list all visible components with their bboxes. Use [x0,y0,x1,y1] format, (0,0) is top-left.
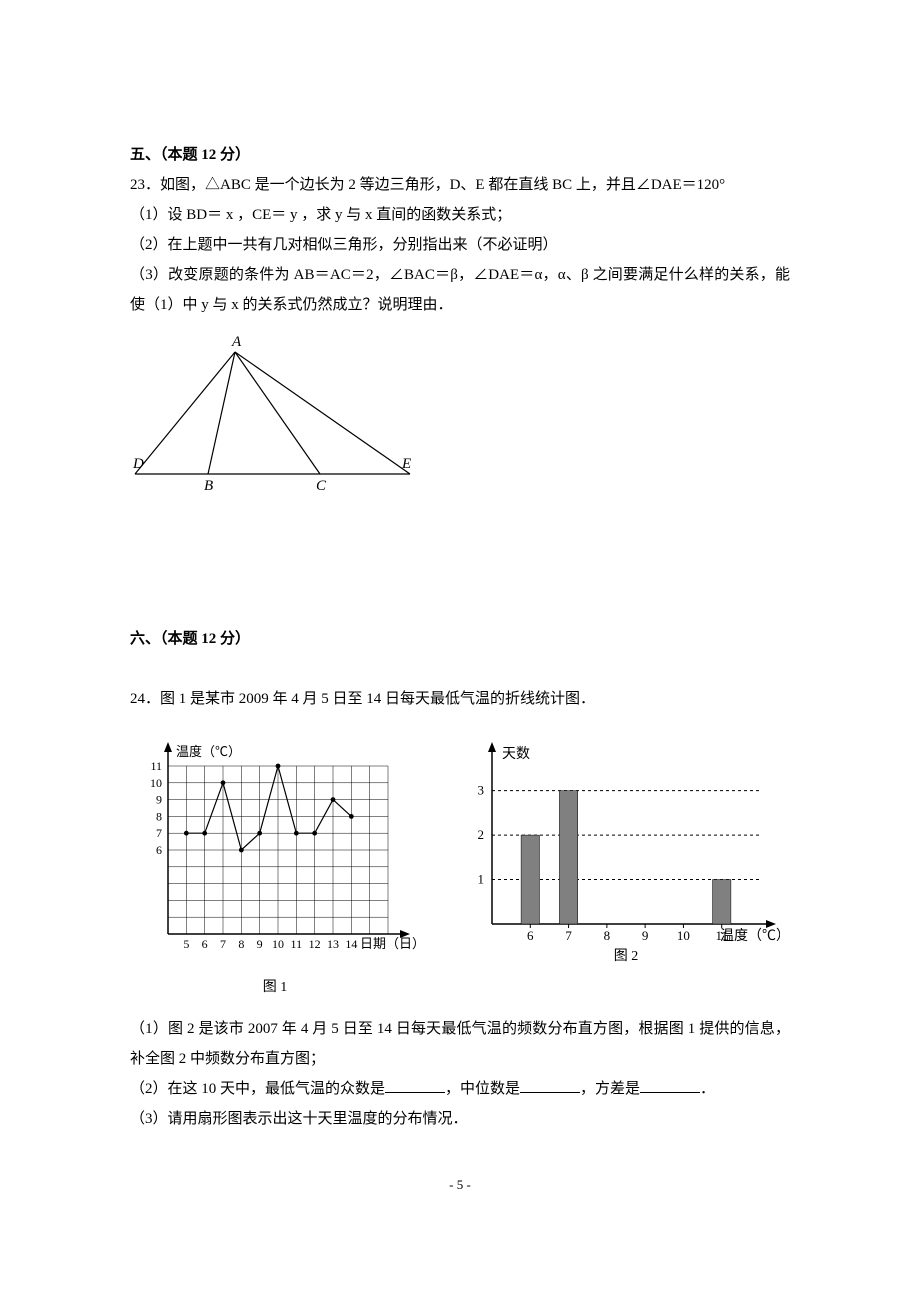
svg-text:7: 7 [565,928,572,943]
svg-text:温度（℃）: 温度（℃） [176,744,241,759]
spacer [130,654,790,684]
q24-p2-b: ，中位数是 [445,1081,520,1097]
svg-text:9: 9 [156,793,162,807]
charts-row: 67891011567891011121314温度（℃）日期（日） 图 1 12… [130,734,790,1002]
svg-text:D: D [132,456,144,472]
svg-text:12: 12 [309,937,321,951]
q24-part1: （1）图 2 是该市 2007 年 4 月 5 日至 14 日每天最低气温的频数… [130,1014,790,1074]
svg-text:14: 14 [345,937,357,951]
spacer [130,1002,790,1014]
svg-text:11: 11 [291,937,303,951]
svg-text:7: 7 [220,937,226,951]
svg-text:8: 8 [156,809,162,823]
blank-mode [385,1077,445,1093]
svg-text:5: 5 [183,937,189,951]
svg-text:B: B [204,478,213,494]
line-chart-block: 67891011567891011121314温度（℃）日期（日） 图 1 [130,734,420,1002]
svg-text:6: 6 [202,937,208,951]
page-number: - 5 - [130,1172,790,1198]
q23-line1: 23．如图，△ABC 是一个边长为 2 等边三角形，D、E 都在直线 BC 上，… [130,170,790,200]
svg-text:2: 2 [478,827,485,842]
bar-chart: 12367891011天数温度（℃）图 2 [450,734,780,974]
page: 五、（本题 12 分） 23．如图，△ABC 是一个边长为 2 等边三角形，D、… [0,0,920,1238]
svg-text:A: A [231,334,242,350]
q24-p2-a: （2）在这 10 天中，最低气温的众数是 [130,1081,385,1097]
svg-text:11: 11 [150,759,162,773]
triangle-figure: A B C D E [130,334,790,494]
svg-text:1: 1 [478,872,485,887]
svg-text:E: E [401,456,411,472]
q23-part1: （1）设 BD＝ x ，CE＝ y ，求 y 与 x 直间的函数关系式； [130,200,790,230]
line-chart-caption: 图 1 [130,974,420,1002]
q24-part2: （2）在这 10 天中，最低气温的众数是 ，中位数是 ，方差是 ． [130,1074,790,1104]
svg-text:7: 7 [156,826,162,840]
svg-text:6: 6 [156,843,162,857]
q24-p2-d: ． [700,1081,715,1097]
blank-median [520,1077,580,1093]
svg-text:3: 3 [478,783,485,798]
q24-p2-c: ，方差是 [580,1081,640,1097]
blank-variance [640,1077,700,1093]
section6-heading: 六、（本题 12 分） [130,624,790,654]
svg-text:10: 10 [272,937,284,951]
svg-text:8: 8 [238,937,244,951]
section5-heading: 五、（本题 12 分） [130,140,790,170]
svg-text:10: 10 [150,776,162,790]
svg-text:温度（℃）: 温度（℃） [720,928,780,944]
svg-text:9: 9 [642,928,649,943]
spacer [130,524,790,624]
bar-chart-block: 12367891011天数温度（℃）图 2 [450,734,780,974]
svg-text:8: 8 [604,928,611,943]
svg-text:C: C [316,478,327,494]
svg-text:天数: 天数 [502,746,530,762]
svg-text:日期（日）: 日期（日） [360,936,420,951]
q23-part2: （2）在上题中一共有几对相似三角形，分别指出来（不必证明） [130,230,790,260]
svg-text:10: 10 [677,928,690,943]
svg-text:13: 13 [327,937,339,951]
svg-text:图 2: 图 2 [614,949,639,964]
triangle-diagram: A B C D E [130,334,420,494]
line-chart: 67891011567891011121314温度（℃）日期（日） [130,734,420,974]
svg-text:6: 6 [527,928,534,943]
q24-intro: 24．图 1 是某市 2009 年 4 月 5 日至 14 日每天最低气温的折线… [130,684,790,714]
svg-text:9: 9 [257,937,263,951]
q23-part3: （3）改变原题的条件为 AB＝AC＝2，∠BAC＝β，∠DAE＝α，α、β 之间… [130,260,790,320]
q24-part3: （3）请用扇形图表示出这十天里温度的分布情况． [130,1104,790,1134]
